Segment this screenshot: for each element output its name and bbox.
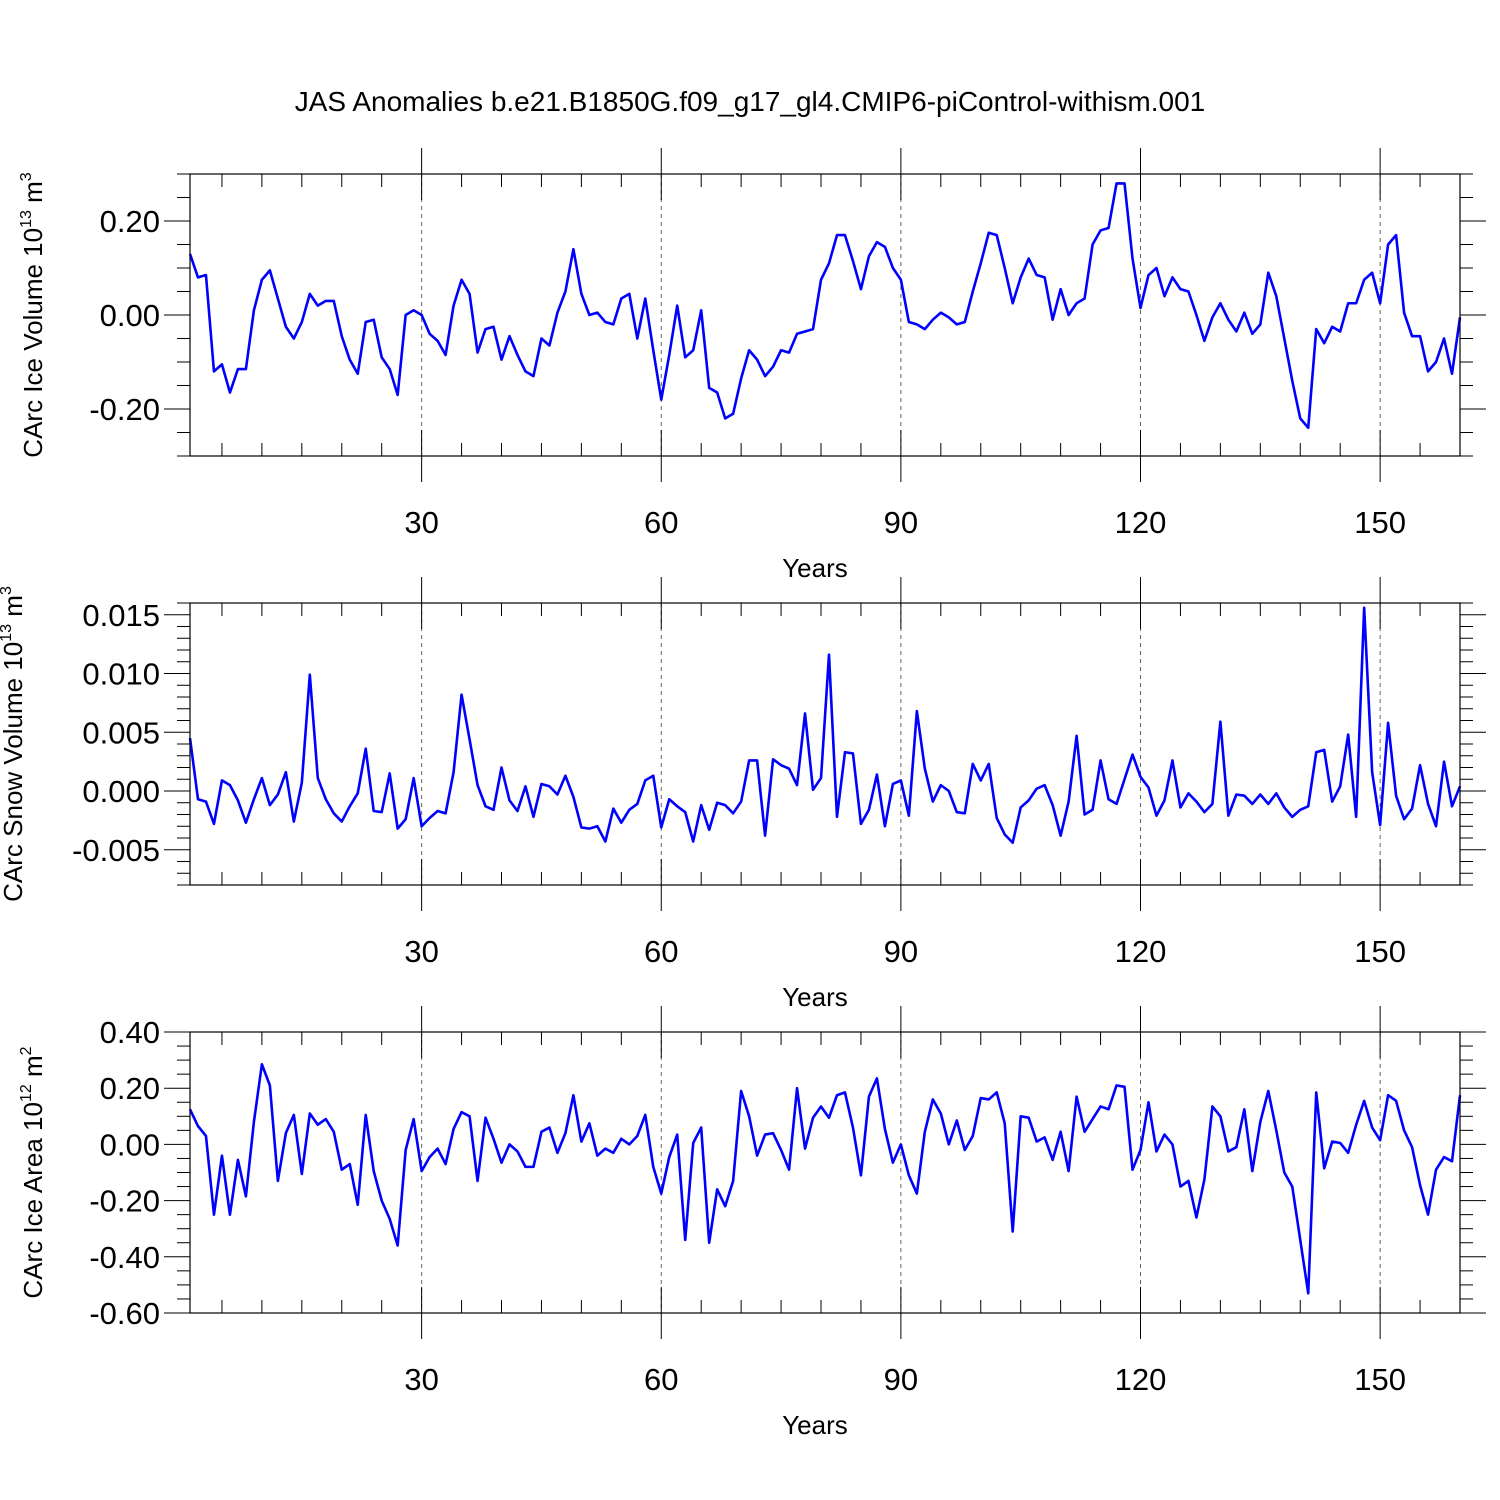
- y-axis-label: CArc Ice Volume 1013 m3: [18, 172, 48, 457]
- y-tick-label: 0.000: [82, 774, 160, 809]
- plot-frame: [189, 1031, 1461, 1314]
- y-axis-label: CArc Ice Area 1012 m2: [18, 1046, 48, 1298]
- y-tick-label: 0.20: [100, 1071, 160, 1106]
- x-tick-label: 90: [884, 1362, 918, 1397]
- x-tick-label: 150: [1354, 1362, 1406, 1397]
- y-tick-label: -0.40: [89, 1240, 160, 1275]
- y-axis-label: CArc Snow Volume 1013 m3: [0, 586, 28, 902]
- y-tick-label: 0.40: [100, 1015, 160, 1050]
- y-tick-label: 0.015: [82, 598, 160, 633]
- x-tick-label: 30: [404, 505, 438, 540]
- y-tick-label: 0.00: [100, 1127, 160, 1162]
- x-tick-label: 120: [1115, 505, 1167, 540]
- x-tick-label: 30: [404, 1362, 438, 1397]
- plot-frame: [189, 602, 1461, 886]
- y-tick-label: 0.20: [100, 204, 160, 239]
- figure-title: JAS Anomalies b.e21.B1850G.f09_g17_gl4.C…: [295, 86, 1206, 117]
- series-line: [188, 182, 1462, 430]
- x-tick-label: 60: [644, 1362, 678, 1397]
- y-tick-label: -0.60: [89, 1296, 160, 1331]
- x-tick-label: 60: [644, 505, 678, 540]
- y-tick-label: -0.005: [72, 833, 160, 868]
- panel-1: -0.20 0.00 0.20 30 60 90 120 150 Years CArc Ice V…: [18, 148, 1486, 583]
- x-tick-label: 150: [1354, 934, 1406, 969]
- x-tick-label: 30: [404, 934, 438, 969]
- x-axis-label: Years: [782, 553, 848, 583]
- y-tick-label: 0.00: [100, 298, 160, 333]
- x-axis-label: Years: [782, 1410, 848, 1440]
- panel-3: -0.60 -0.40 -0.20 0.00 0.20 0.40 30 60 90 120 150 Y…: [18, 1006, 1486, 1440]
- x-tick-label: 120: [1115, 934, 1167, 969]
- y-tick-label: 0.010: [82, 657, 160, 692]
- x-axis-label: Years: [782, 982, 848, 1012]
- y-tick-label: 0.005: [82, 715, 160, 750]
- x-tick-label: 150: [1354, 505, 1406, 540]
- x-tick-label: 90: [884, 505, 918, 540]
- x-tick-label: 90: [884, 934, 918, 969]
- panel-2: -0.005 0.000 0.005 0.010 0.015 30 60 90 120 150 Ye…: [0, 577, 1486, 1012]
- y-tick-label: -0.20: [89, 1184, 160, 1219]
- y-tick-label: -0.20: [89, 392, 160, 427]
- plot-frame: [189, 173, 1461, 457]
- x-tick-label: 60: [644, 934, 678, 969]
- series-line: [188, 1063, 1462, 1295]
- series-line: [188, 606, 1462, 845]
- x-tick-label: 120: [1115, 1362, 1167, 1397]
- panels: -0.20 0.00 0.20 30 60 90 120 150 Years CArc Ice V…: [0, 148, 1486, 1440]
